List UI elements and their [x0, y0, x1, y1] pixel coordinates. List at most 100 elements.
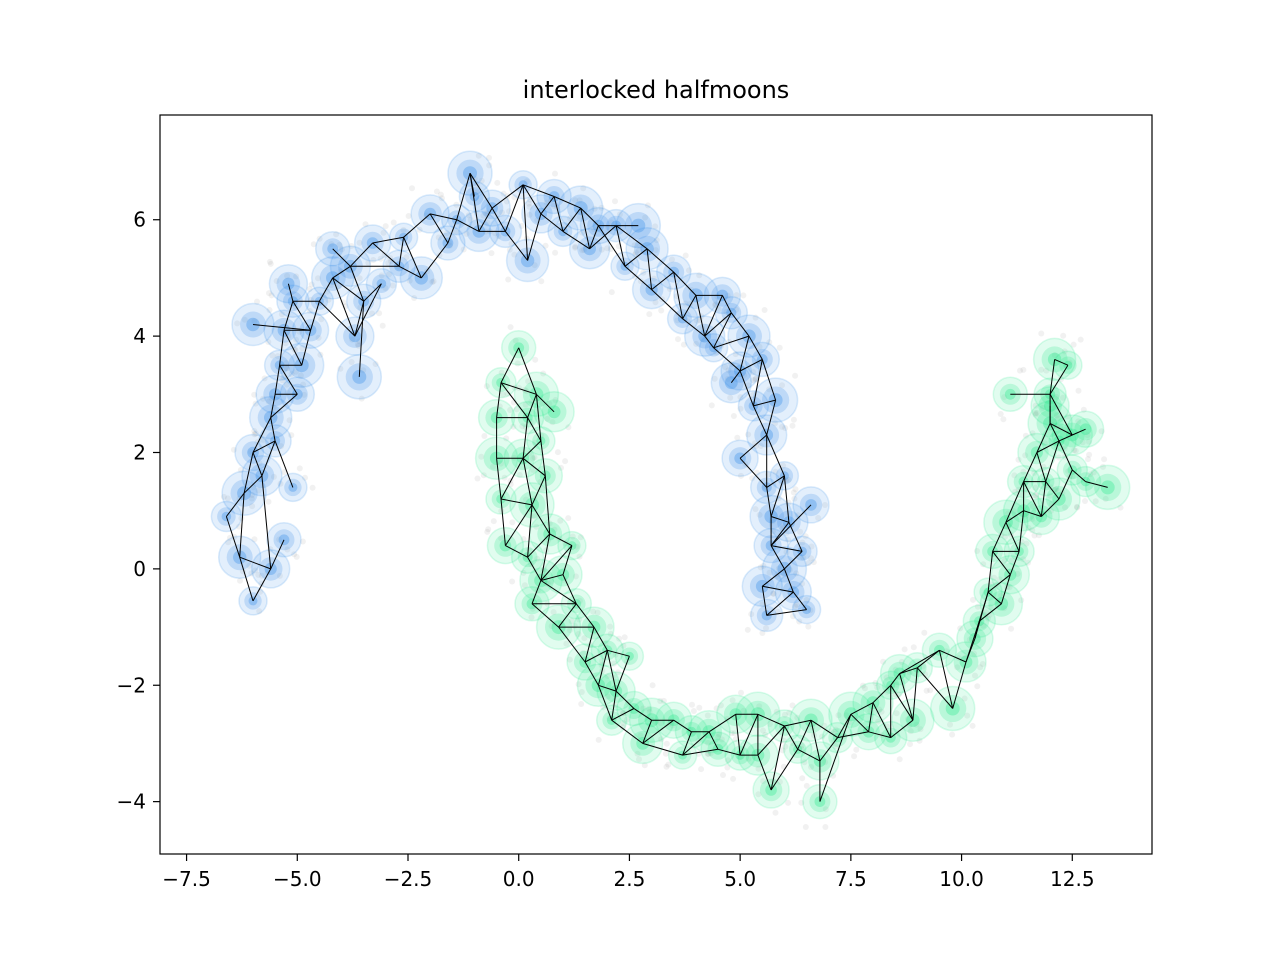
density-dot — [348, 243, 355, 249]
density-dot — [832, 726, 839, 733]
triangulation-edge — [584, 626, 595, 663]
triangulation-edge — [283, 301, 294, 331]
density-dot — [1117, 504, 1124, 511]
triangulation-edge — [531, 475, 546, 506]
triangulation-edge — [837, 714, 852, 738]
density-dot — [381, 252, 388, 259]
triangulation-edge — [553, 196, 581, 209]
density-dot — [265, 398, 272, 405]
density-dot — [600, 704, 607, 711]
density-dot — [565, 515, 572, 522]
density-dot — [636, 247, 642, 254]
density-dot — [607, 630, 614, 637]
density-dot — [604, 673, 611, 679]
y-tick-label: 0 — [133, 557, 146, 581]
density-dot — [248, 495, 255, 502]
density-dot — [292, 347, 299, 353]
density-dot — [752, 314, 759, 321]
density-dot — [530, 466, 537, 473]
triangulation-edge — [850, 713, 869, 733]
triangulation-edge — [522, 417, 529, 459]
triangulation-edge — [766, 399, 777, 436]
x-tick-label: 5.0 — [724, 867, 756, 891]
density-dot — [803, 782, 810, 789]
triangulation-edge — [624, 248, 648, 267]
triangulation-edge — [770, 725, 785, 791]
triangulation-edge — [739, 370, 754, 407]
marker-ring — [456, 159, 484, 187]
density-dot — [1008, 625, 1015, 632]
density-dot — [266, 258, 273, 265]
density-dot — [256, 608, 263, 615]
triangulation-edge — [332, 277, 365, 302]
density-dot — [296, 465, 303, 472]
marker-ring — [718, 370, 744, 396]
density-dot — [251, 536, 258, 543]
density-dot — [947, 721, 953, 728]
density-dot — [977, 664, 984, 671]
triangulation-edge — [615, 690, 635, 709]
density-dot — [793, 570, 800, 577]
triangulation-edge — [522, 440, 542, 459]
triangulation-edge — [761, 586, 768, 616]
density-dot — [724, 292, 731, 299]
density-dot — [279, 377, 286, 384]
density-dot — [954, 664, 961, 671]
density-dot — [576, 553, 583, 560]
triangulation-edge — [766, 487, 772, 517]
density-dot — [1020, 468, 1027, 475]
density-dot — [568, 618, 575, 625]
density-dot — [991, 574, 997, 581]
density-dot — [773, 708, 780, 715]
density-dot — [966, 636, 973, 643]
triangulation-edge — [496, 382, 502, 418]
triangulation-edge — [562, 207, 582, 232]
triangulation-edge — [527, 213, 542, 261]
density-dot — [740, 707, 747, 714]
density-dot — [336, 241, 343, 248]
data-point — [536, 178, 572, 215]
density-dot — [831, 731, 838, 737]
density-dot — [506, 208, 513, 215]
density-dot — [446, 242, 453, 249]
density-dot — [1022, 452, 1029, 459]
density-dot — [781, 711, 788, 718]
triangulation-edge — [403, 213, 431, 238]
density-dot — [1075, 418, 1082, 425]
triangulation-edge — [301, 330, 312, 366]
density-dot — [591, 226, 597, 233]
density-dot — [762, 732, 769, 738]
triangulation-edge — [770, 475, 785, 517]
density-dot — [500, 190, 507, 197]
triangulation-edge — [899, 649, 940, 675]
density-dot — [669, 256, 675, 263]
density-dot — [728, 361, 735, 368]
density-dot — [779, 423, 785, 430]
density-dot — [355, 342, 362, 349]
triangulation-edge — [952, 661, 967, 709]
density-dot — [246, 562, 253, 569]
marker-core — [1004, 388, 1016, 400]
triangulation-edge — [868, 731, 891, 739]
triangulation-edge — [319, 300, 356, 337]
density-dot — [822, 824, 829, 830]
density-dot — [552, 249, 559, 256]
density-dot — [1062, 504, 1068, 511]
triangulation-edge — [1036, 423, 1051, 453]
density-dot — [779, 525, 786, 532]
triangulation-edge-layer — [225, 172, 1108, 802]
density-dot — [282, 340, 289, 347]
density-dot — [753, 375, 759, 382]
triangulation-edge — [872, 702, 892, 738]
density-dot — [520, 569, 527, 576]
triangulation-edge — [1058, 434, 1073, 442]
density-dot — [874, 684, 881, 691]
density-dot — [337, 268, 344, 275]
density-dot — [782, 425, 789, 431]
density-dot — [251, 318, 258, 325]
triangulation-edge — [1040, 481, 1047, 517]
density-dot — [620, 642, 627, 649]
triangulation-edge — [1049, 394, 1073, 436]
density-dot — [752, 376, 759, 383]
triangulation-edge — [575, 603, 595, 628]
